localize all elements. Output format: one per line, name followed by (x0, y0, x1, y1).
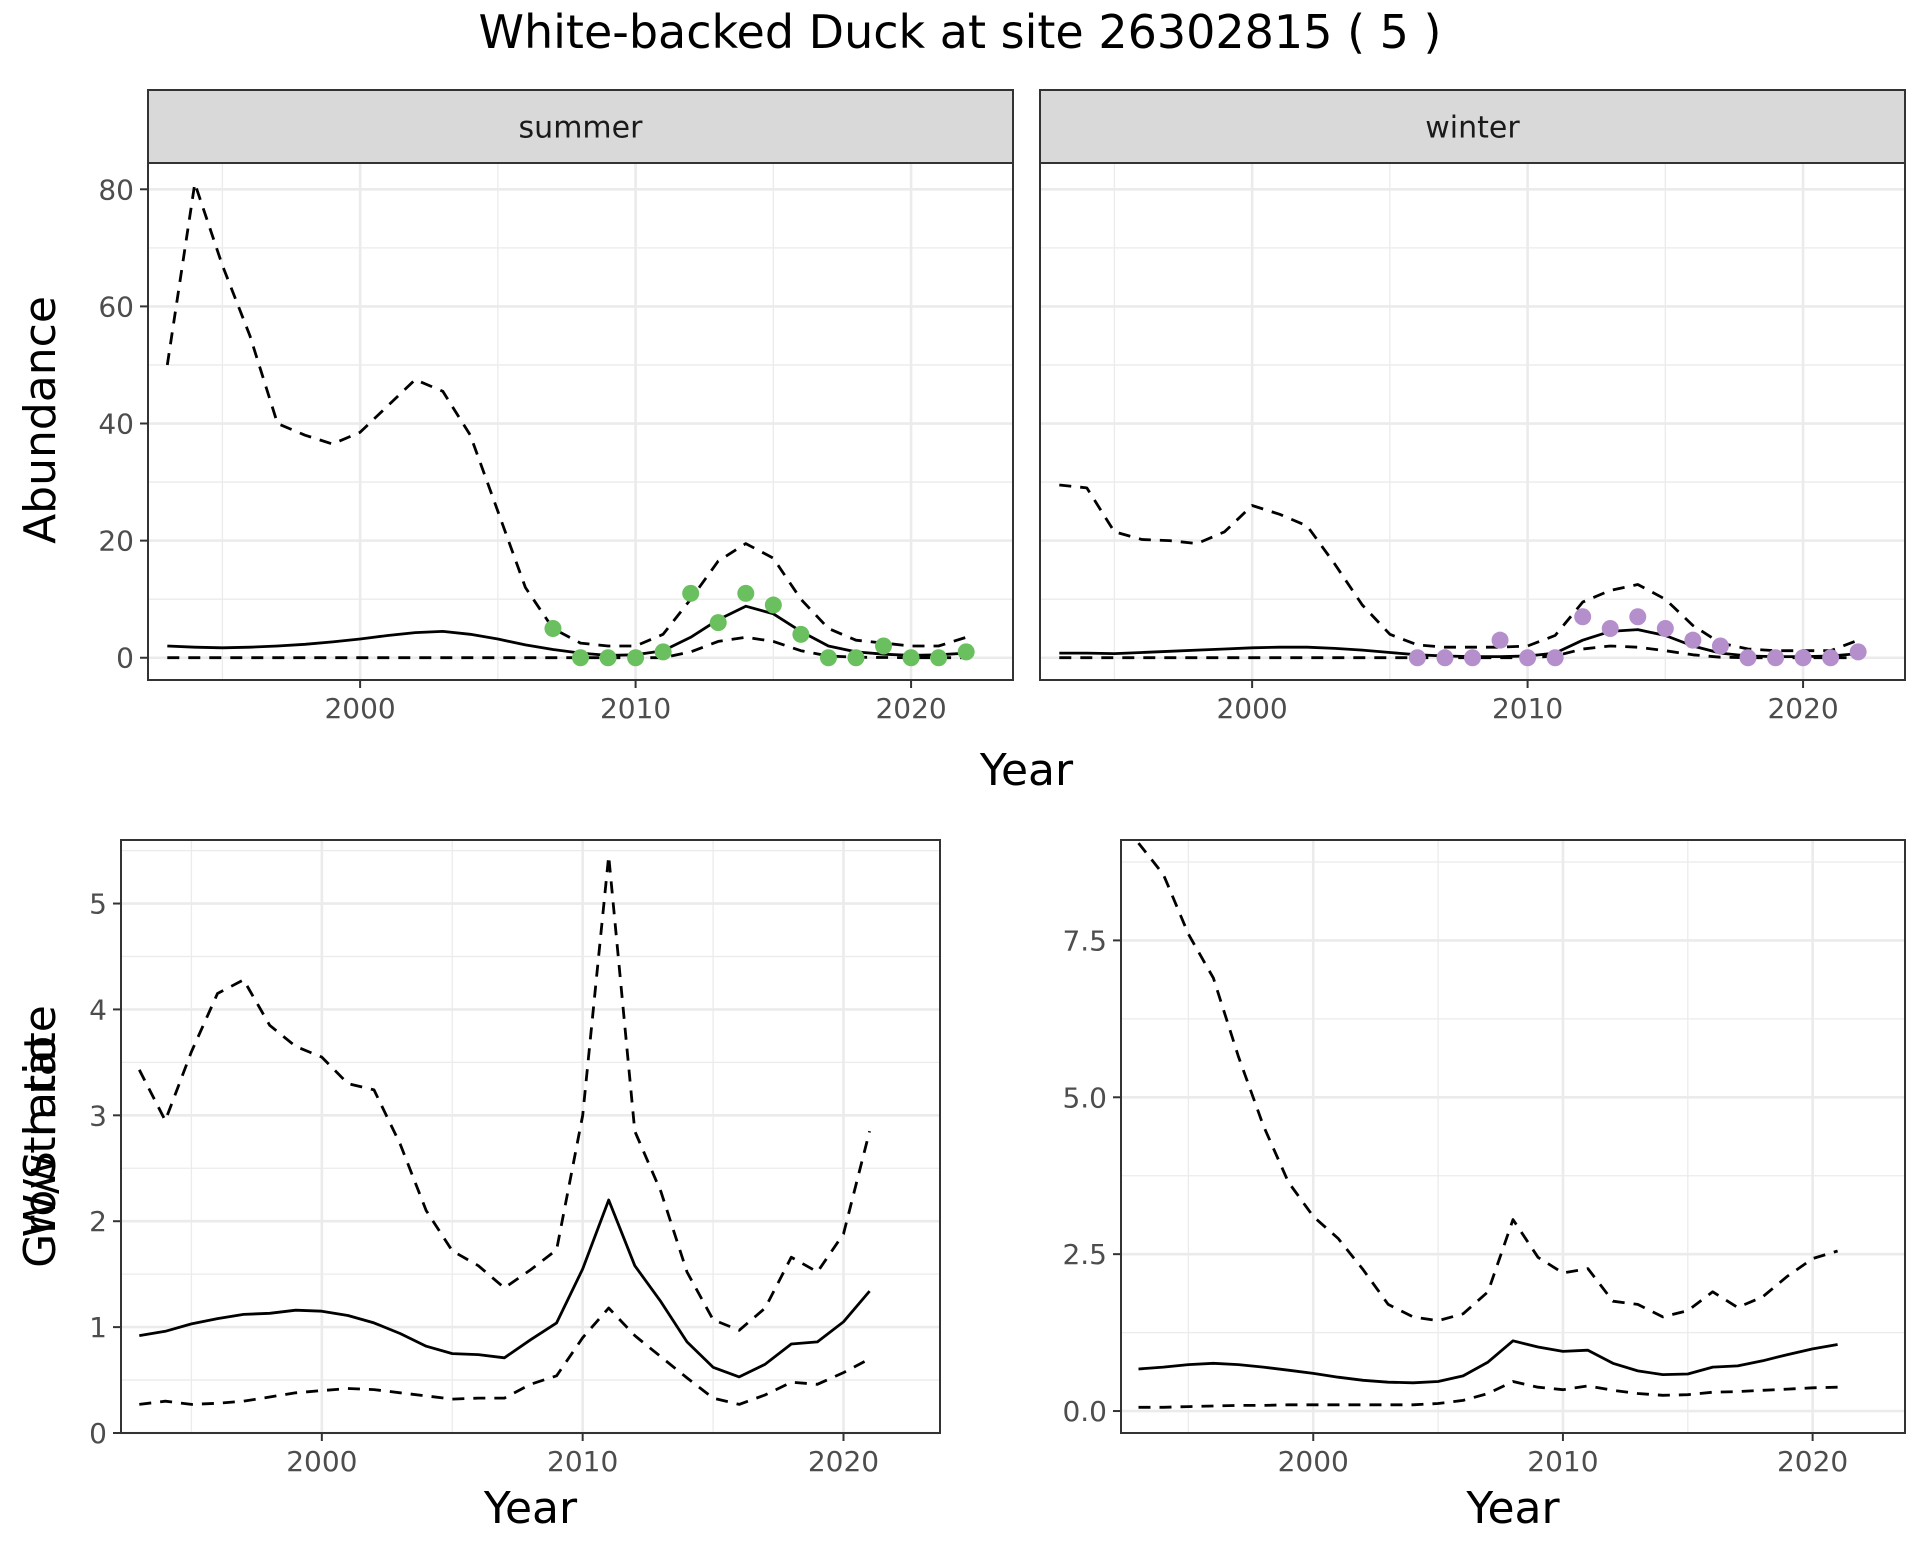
observed-point (764, 596, 782, 614)
x-tick-label: 2020 (1777, 1445, 1848, 1478)
panel-border (120, 839, 941, 1434)
facet-strip-label: winter (1425, 111, 1520, 146)
y-axis-title: Abundance (15, 296, 66, 544)
observed-point (1822, 649, 1840, 667)
x-tick-label: 2020 (875, 692, 946, 725)
observed-point (1519, 649, 1537, 667)
panel-abundance-summer: summer 2000 2010 2020 0 20 40 60 80 Abundance (15, 89, 1014, 725)
observed-point (792, 625, 810, 643)
observed-point (1491, 631, 1509, 649)
y-tick-label: 20 (98, 525, 134, 558)
x-tick-label: 2010 (1492, 692, 1563, 725)
series-lower-line (1059, 644, 1859, 660)
panel-growth-rate: 2000 2010 2020 0 1 2 3 4 5 Year Growth rate (15, 839, 941, 1534)
x-axis-title: Year (483, 1483, 578, 1534)
series-estimate-line (167, 604, 967, 657)
observed-point (737, 584, 755, 602)
x-axis-title: Year (1465, 1483, 1560, 1534)
y-tick-label: 80 (98, 173, 134, 206)
figure-title: White-backed Duck at site 26302815 ( 5 ) (479, 5, 1442, 59)
y-axis-title: W/S ratio (15, 1036, 66, 1238)
panel-border (1120, 839, 1906, 1434)
observed-point (627, 649, 645, 667)
observed-point (1574, 608, 1592, 626)
y-tick-label: 0 (116, 642, 134, 675)
observed-point (1546, 649, 1564, 667)
panel-abundance-winter: winter 2000 2010 2020 (1039, 89, 1906, 725)
series-estimate-line (1138, 1339, 1838, 1385)
observed-point (819, 649, 837, 667)
x-tick-label: 2020 (1767, 692, 1838, 725)
panel-ws-ratio: 2000 2010 2020 0.0 2.5 5.0 7.5 Year W/S ratio (15, 839, 1906, 1534)
observed-point (1656, 619, 1674, 637)
y-tick-label: 7.5 (1062, 924, 1107, 957)
y-tick-label: 5.0 (1062, 1081, 1107, 1114)
series-upper-line (165, 181, 967, 648)
y-tick-label: 2 (89, 1205, 107, 1238)
y-tick-label: 2.5 (1062, 1238, 1107, 1271)
observed-point (599, 649, 617, 667)
observed-point (1436, 649, 1454, 667)
observed-point (1767, 649, 1785, 667)
series-upper-line (138, 854, 871, 1332)
y-axis-title: Growth rate (15, 1005, 66, 1268)
observed-point (572, 649, 589, 667)
x-tick-label: 2010 (1527, 1445, 1598, 1478)
y-tick-label: 5 (89, 888, 107, 921)
y-tick-label: 3 (89, 1099, 107, 1132)
series-lower-line (139, 1306, 871, 1406)
observed-point (1601, 619, 1619, 637)
y-tick-label: 1 (89, 1311, 107, 1344)
series-estimate-line (139, 1198, 871, 1379)
y-tick-label: 4 (89, 993, 107, 1026)
observed-point (1711, 637, 1729, 655)
series-lower-line (167, 635, 967, 660)
facet-strip (147, 89, 1014, 164)
y-tick-label: 0.0 (1062, 1395, 1107, 1428)
x-tick-label: 2010 (600, 692, 671, 725)
observed-point (1849, 643, 1867, 661)
observed-point (875, 637, 893, 655)
series-lower-line (1138, 1380, 1838, 1409)
x-tick-label: 2000 (1216, 692, 1287, 725)
observed-point (930, 649, 948, 667)
x-tick-label: 2010 (547, 1445, 618, 1478)
observed-point (1629, 608, 1647, 626)
observed-point (1739, 649, 1757, 667)
observed-point (1684, 631, 1702, 649)
observed-point (1408, 649, 1426, 667)
y-tick-label: 0 (89, 1417, 107, 1450)
observed-point (847, 649, 865, 667)
observed-point (902, 649, 920, 667)
observed-point (957, 643, 975, 661)
y-tick-label: 60 (98, 290, 134, 323)
observed-point (654, 643, 672, 661)
observed-point (682, 584, 700, 602)
x-tick-label: 2000 (1278, 1445, 1349, 1478)
x-tick-label: 2000 (286, 1445, 357, 1478)
observed-point (544, 619, 562, 637)
observed-point (1794, 649, 1812, 667)
x-tick-label: 2000 (324, 692, 395, 725)
observed-point (1464, 649, 1481, 667)
observed-point (709, 614, 727, 632)
facet-strip-label: summer (519, 111, 644, 146)
y-tick-label: 40 (98, 408, 134, 441)
facet-strip (1039, 89, 1906, 164)
x-tick-label: 2020 (808, 1445, 879, 1478)
facet-x-axis-title: Year (979, 745, 1074, 796)
